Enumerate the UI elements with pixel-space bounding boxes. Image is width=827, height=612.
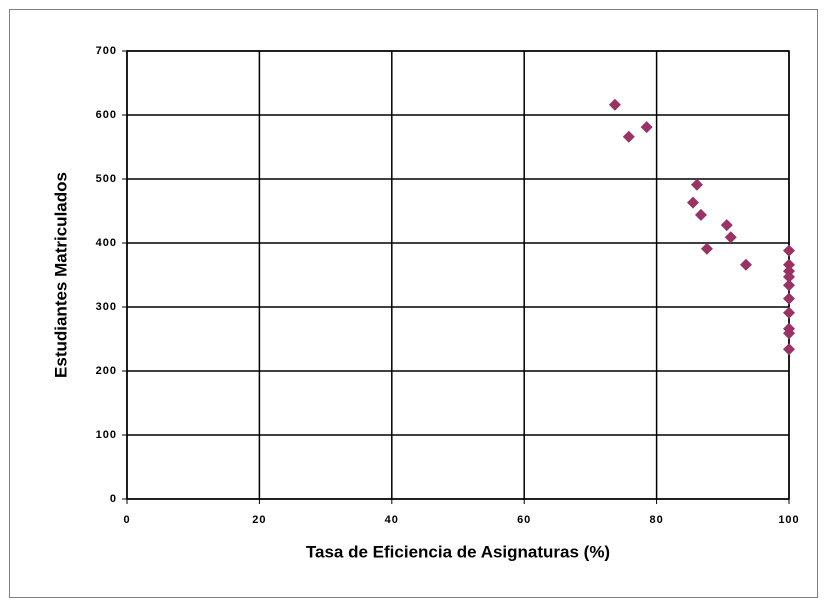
y-tick-label: 300 — [96, 301, 117, 313]
y-tick-label: 500 — [96, 173, 117, 185]
point — [694, 208, 707, 221]
point — [783, 270, 795, 283]
point — [687, 196, 700, 209]
point — [783, 327, 795, 340]
x-tick-label: 100 — [778, 514, 799, 526]
x-tick-label: 40 — [385, 514, 399, 526]
point — [700, 242, 713, 255]
point — [783, 258, 795, 271]
x-tick-label: 20 — [252, 514, 266, 526]
point — [783, 244, 795, 257]
y-tick-label: 600 — [96, 109, 117, 121]
point — [739, 258, 752, 271]
point — [622, 130, 635, 143]
point — [783, 343, 795, 356]
point — [783, 292, 795, 305]
y-tick-label: 0 — [110, 493, 117, 505]
x-tick-label: 0 — [123, 514, 130, 526]
point — [720, 219, 733, 232]
y-tick-label: 100 — [96, 429, 117, 441]
x-tick-label: 80 — [649, 514, 663, 526]
point — [783, 306, 795, 319]
y-tick-label: 700 — [96, 45, 117, 57]
point — [783, 279, 795, 292]
x-tick-label: 60 — [517, 514, 531, 526]
y-tick-label: 200 — [96, 365, 117, 377]
chart-frame — [9, 9, 818, 598]
point — [640, 121, 653, 134]
y-tick-label: 400 — [96, 237, 117, 249]
point — [724, 231, 737, 244]
point — [690, 178, 703, 191]
point — [608, 98, 621, 111]
x-axis-title: Tasa de Eficiencia de Asignaturas (%) — [306, 542, 610, 561]
y-axis-title: Estudiantes Matriculados — [51, 172, 70, 378]
